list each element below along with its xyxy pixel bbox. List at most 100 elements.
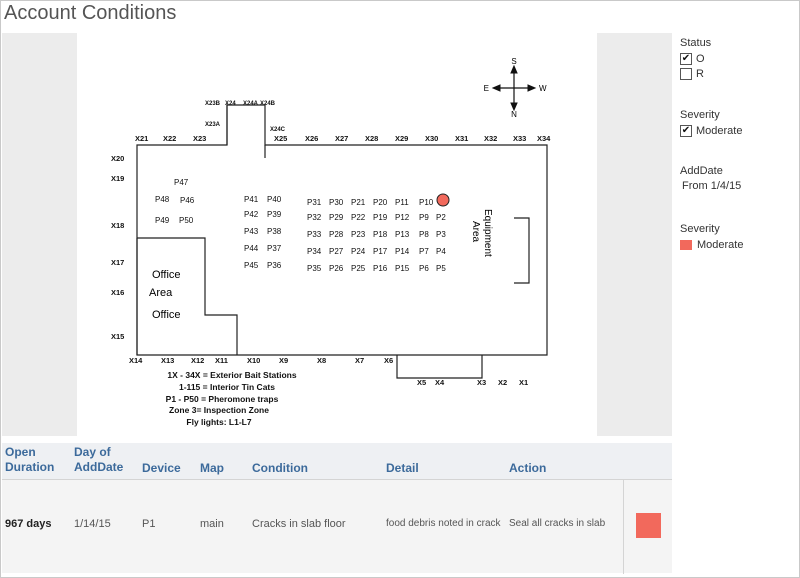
trap-p43: P43 [244,227,259,236]
status-filter: Status ✔ O R [680,37,711,82]
trap-p21: P21 [351,198,366,207]
status-option-o[interactable]: ✔ O [680,52,711,66]
trap-p34: P34 [307,247,322,256]
trap-p2: P2 [436,213,446,222]
table-row[interactable]: 967 days 1/14/15 P1 main Cracks in slab … [2,479,672,574]
trap-p28: P28 [329,230,344,239]
cell-device: P1 [142,518,156,530]
station-x14: X14 [129,356,143,365]
station-x6: X6 [384,356,393,365]
floor-plan-map[interactable]: S N E W X21 X22 X23 X25 X26 X27 X28 X29 X30 X31 X3… [77,33,597,436]
station-x29: X29 [395,134,408,143]
compass-icon [491,64,537,112]
station-x2: X2 [498,378,507,387]
trap-p31: P31 [307,198,322,207]
cell-day-of-adddate: 1/14/15 [74,518,111,530]
trap-p44: P44 [244,244,259,253]
col-detail[interactable]: Detail [386,461,419,475]
trap-p38: P38 [267,227,282,236]
station-x34: X34 [537,134,551,143]
trap-p16: P16 [373,264,388,273]
severity-filter-title: Severity [680,109,720,121]
station-x4: X4 [435,378,445,387]
status-option-r[interactable]: R [680,67,711,81]
cell-map: main [200,518,224,530]
table-header: Open Duration Day of AddDate Device Map Co… [2,443,672,479]
station-x15: X15 [111,332,124,341]
severity-moderate-checkbox[interactable]: ✔ [680,125,692,137]
floor-plan-svg: S N E W X21 X22 X23 X25 X26 X27 X28 X29 X30 X31 X3… [111,57,551,427]
station-x12: X12 [191,356,204,365]
severity-moderate-label: Moderate [696,125,743,137]
station-x22: X22 [163,134,176,143]
trap-p22: P22 [351,213,366,222]
station-x23b: X23B [205,101,221,107]
station-x24c: X24C [270,127,286,133]
compass-e: E [484,84,489,93]
trap-p11: P11 [395,198,409,207]
cell-separator [623,480,624,574]
trap-p30: P30 [329,198,344,207]
station-x21: X21 [135,134,148,143]
station-x20: X20 [111,154,124,163]
station-x32: X32 [484,134,497,143]
legend-line-4: Zone 3= Inspection Zone [169,405,269,415]
status-r-label: R [696,68,704,80]
trap-p45: P45 [244,261,259,270]
legend-line-2: 1-115 = Interior Tin Cats [179,382,275,392]
trap-p37: P37 [267,244,282,253]
trap-p14: P14 [395,247,410,256]
col-device[interactable]: Device [142,461,181,475]
trap-p32: P32 [307,213,322,222]
station-x18: X18 [111,221,124,230]
device-p1-marker[interactable] [436,193,450,207]
severity-legend-item[interactable]: Moderate [680,238,743,252]
severity-color-mark[interactable] [636,513,661,538]
adddate-filter-value[interactable]: From 1/4/15 [682,180,742,192]
severity-option-moderate[interactable]: ✔ Moderate [680,124,742,138]
status-r-checkbox[interactable] [680,68,692,80]
trap-p41: P41 [244,195,259,204]
station-x24b: X24B [260,101,276,107]
trap-p24: P24 [351,247,366,256]
building-outline [136,104,548,379]
col-action[interactable]: Action [509,461,547,475]
station-x16: X16 [111,288,124,297]
compass-s: N [511,110,517,119]
trap-p12: P12 [395,213,410,222]
station-x7: X7 [355,356,364,365]
trap-p7: P7 [419,247,429,256]
trap-p17: P17 [373,247,388,256]
severity-legend-title: Severity [680,223,720,235]
legend-line-5: Fly lights: L1-L7 [186,417,251,427]
trap-p42: P42 [244,210,259,219]
station-x17: X17 [111,258,124,267]
station-x13: X13 [161,356,174,365]
trap-p29: P29 [329,213,344,222]
status-o-checkbox[interactable]: ✔ [680,53,692,65]
map-panel: S N E W X21 X22 X23 X25 X26 X27 X28 X29 X30 X31 X3… [2,33,672,436]
severity-filter: Severity ✔ Moderate [680,109,742,139]
status-o-label: O [696,53,705,65]
trap-p5: P5 [436,264,446,273]
station-x33: X33 [513,134,526,143]
status-filter-title: Status [680,37,712,49]
cell-open-duration: 967 days [5,518,52,530]
col-condition[interactable]: Condition [252,461,308,475]
station-x11: X11 [215,356,228,365]
room-equipment-area: Area [470,221,481,243]
col-day-of-adddate[interactable]: Day of AddDate [74,445,124,474]
station-x9: X9 [279,356,288,365]
trap-p19: P19 [373,213,388,222]
severity-color-legend: Severity Moderate [680,223,743,253]
col-map[interactable]: Map [200,461,224,475]
trap-p15: P15 [395,264,410,273]
station-x26: X26 [305,134,318,143]
trap-p26: P26 [329,264,344,273]
trap-p3: P3 [436,230,446,239]
col-open-duration[interactable]: Open Duration [5,445,55,474]
trap-p46: P46 [180,196,195,205]
room-office-2: Office [152,309,181,321]
trap-p10: P10 [419,198,434,207]
trap-p9: P9 [419,213,429,222]
